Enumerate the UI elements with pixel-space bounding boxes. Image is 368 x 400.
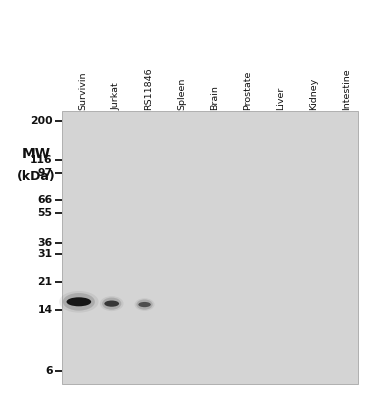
Text: 116: 116 [30, 155, 53, 165]
Text: 31: 31 [38, 249, 53, 259]
Text: 14: 14 [38, 306, 53, 316]
Text: 97: 97 [38, 168, 53, 178]
Ellipse shape [138, 302, 151, 307]
Text: Prostate: Prostate [243, 70, 252, 110]
Text: 66: 66 [37, 195, 53, 205]
Ellipse shape [59, 291, 99, 313]
Text: 21: 21 [38, 276, 53, 286]
Ellipse shape [100, 296, 124, 311]
Text: Survivin: Survivin [79, 71, 88, 110]
Text: Liver: Liver [276, 86, 285, 110]
Text: 36: 36 [37, 238, 53, 248]
Text: 55: 55 [38, 208, 53, 218]
Text: RS11846: RS11846 [145, 67, 153, 110]
Text: 6: 6 [45, 366, 53, 376]
Text: Brain: Brain [210, 85, 219, 110]
Ellipse shape [135, 298, 155, 311]
Ellipse shape [104, 300, 119, 307]
Ellipse shape [137, 300, 153, 310]
Ellipse shape [102, 298, 121, 310]
Ellipse shape [67, 297, 91, 306]
Text: 200: 200 [30, 116, 53, 126]
Text: Spleen: Spleen [177, 77, 187, 110]
Ellipse shape [63, 293, 95, 310]
Bar [63, 111, 358, 384]
Text: (kDa): (kDa) [17, 170, 56, 183]
Text: Kidney: Kidney [309, 78, 318, 110]
Text: Intestine: Intestine [342, 68, 351, 110]
Text: Jurkat: Jurkat [112, 82, 121, 110]
Text: MW: MW [22, 147, 51, 161]
